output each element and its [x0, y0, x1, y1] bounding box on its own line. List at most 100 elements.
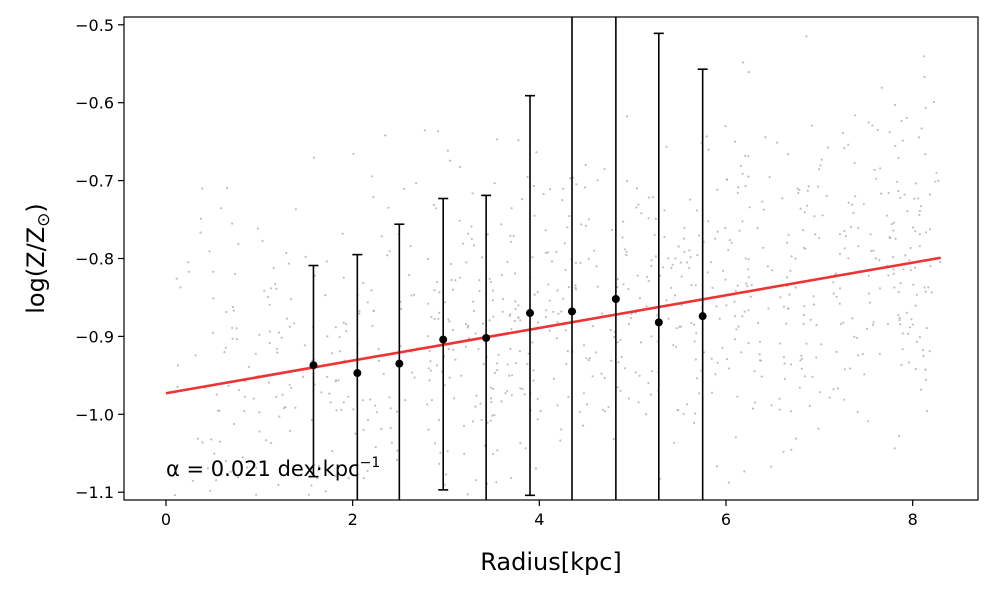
scatter-point	[918, 213, 921, 216]
scatter-point	[317, 469, 320, 472]
scatter-point	[728, 367, 731, 370]
scatter-point	[785, 241, 789, 244]
scatter-point	[808, 404, 811, 408]
scatter-point	[663, 209, 666, 212]
scatter-point	[514, 307, 517, 311]
scatter-point	[354, 432, 357, 435]
scatter-point	[427, 335, 430, 338]
scatter-point	[800, 367, 803, 370]
scatter-point	[819, 164, 822, 167]
y-axis-label-main: log(Z/Z	[22, 227, 50, 314]
scatter-point	[900, 363, 903, 366]
scatter-point	[216, 409, 220, 412]
scatter-point	[716, 188, 719, 191]
scatter-point	[616, 386, 619, 389]
scatter-point	[758, 353, 761, 356]
scatter-point	[366, 419, 370, 422]
scatter-point	[747, 342, 750, 345]
scatter-point	[924, 290, 927, 293]
scatter-point	[790, 255, 793, 258]
scatter-point	[909, 269, 912, 272]
scatter-point	[224, 459, 227, 462]
scatter-point	[462, 424, 466, 427]
scatter-point	[555, 250, 558, 253]
scatter-point	[347, 477, 350, 480]
scatter-point	[867, 292, 871, 295]
scatter-point	[342, 321, 345, 324]
scatter-point	[518, 350, 522, 353]
scatter-point	[477, 348, 480, 351]
scatter-point	[679, 261, 682, 264]
scatter-point	[645, 305, 648, 308]
scatter-point	[345, 330, 348, 333]
scatter-point	[733, 140, 737, 143]
scatter-point	[920, 388, 923, 391]
scatter-point	[939, 261, 942, 264]
scatter-point	[526, 175, 529, 179]
scatter-point	[235, 338, 238, 341]
scatter-point	[552, 310, 555, 313]
scatter-point	[894, 237, 897, 240]
scatter-point	[480, 418, 483, 422]
scatter-point	[569, 177, 572, 180]
scatter-point	[787, 233, 790, 236]
plot-frame	[123, 16, 979, 501]
scatter-point	[475, 394, 478, 397]
scatter-point	[797, 191, 800, 195]
scatter-point	[920, 205, 923, 208]
scatter-point	[759, 359, 762, 362]
scatter-point	[761, 200, 764, 203]
scatter-point	[439, 451, 442, 454]
scatter-point	[517, 139, 520, 142]
scatter-point	[316, 477, 319, 480]
scatter-point	[591, 375, 594, 378]
scatter-point	[698, 392, 701, 395]
scatter-point	[917, 197, 920, 200]
scatter-point	[685, 261, 689, 264]
scatter-point	[237, 476, 240, 479]
scatter-point	[451, 329, 454, 332]
binned-points	[309, 295, 707, 378]
scatter-point	[688, 267, 691, 270]
scatter-point	[187, 270, 190, 273]
scatter-point	[783, 377, 787, 380]
slope-annotation-text: α = 0.021 dex·kpc	[166, 457, 360, 481]
scatter-point	[370, 289, 373, 292]
scatter-point	[892, 229, 895, 232]
scatter-point	[459, 276, 462, 279]
scatter-point	[556, 321, 559, 324]
scatter-point	[848, 367, 852, 370]
scatter-point	[782, 450, 785, 453]
scatter-point	[334, 326, 337, 329]
x-axis-label: Radius[kpc]	[480, 548, 622, 576]
scatter-point	[423, 129, 426, 132]
scatter-point	[762, 246, 765, 249]
scatter-point	[610, 359, 613, 362]
scatter-point	[647, 217, 650, 220]
scatter-point	[924, 231, 928, 234]
scatter-point	[747, 268, 750, 271]
scatter-point	[232, 309, 235, 312]
scatter-point	[847, 143, 850, 146]
scatter-point	[672, 344, 675, 347]
scatter-point	[596, 179, 599, 182]
scatter-point	[179, 286, 182, 289]
scatter-point	[781, 197, 784, 200]
scatter-point	[176, 465, 179, 468]
slope-annotation: α = 0.021 dex·kpc−1	[166, 455, 380, 481]
scatter-point	[750, 284, 753, 287]
scatter-point	[344, 322, 348, 326]
scatter-point	[727, 248, 730, 251]
scatter-point	[493, 182, 496, 185]
scatter-point	[446, 149, 449, 152]
scatter-point	[733, 338, 737, 341]
scatter-point	[727, 481, 731, 484]
scatter-point	[832, 281, 835, 284]
scatter-point	[508, 314, 511, 318]
scatter-point	[310, 418, 313, 422]
scatter-point	[725, 358, 729, 361]
scatter-point	[693, 323, 696, 326]
scatter-point	[852, 211, 855, 214]
scatter-point	[556, 404, 559, 407]
scatter-point	[404, 399, 407, 402]
